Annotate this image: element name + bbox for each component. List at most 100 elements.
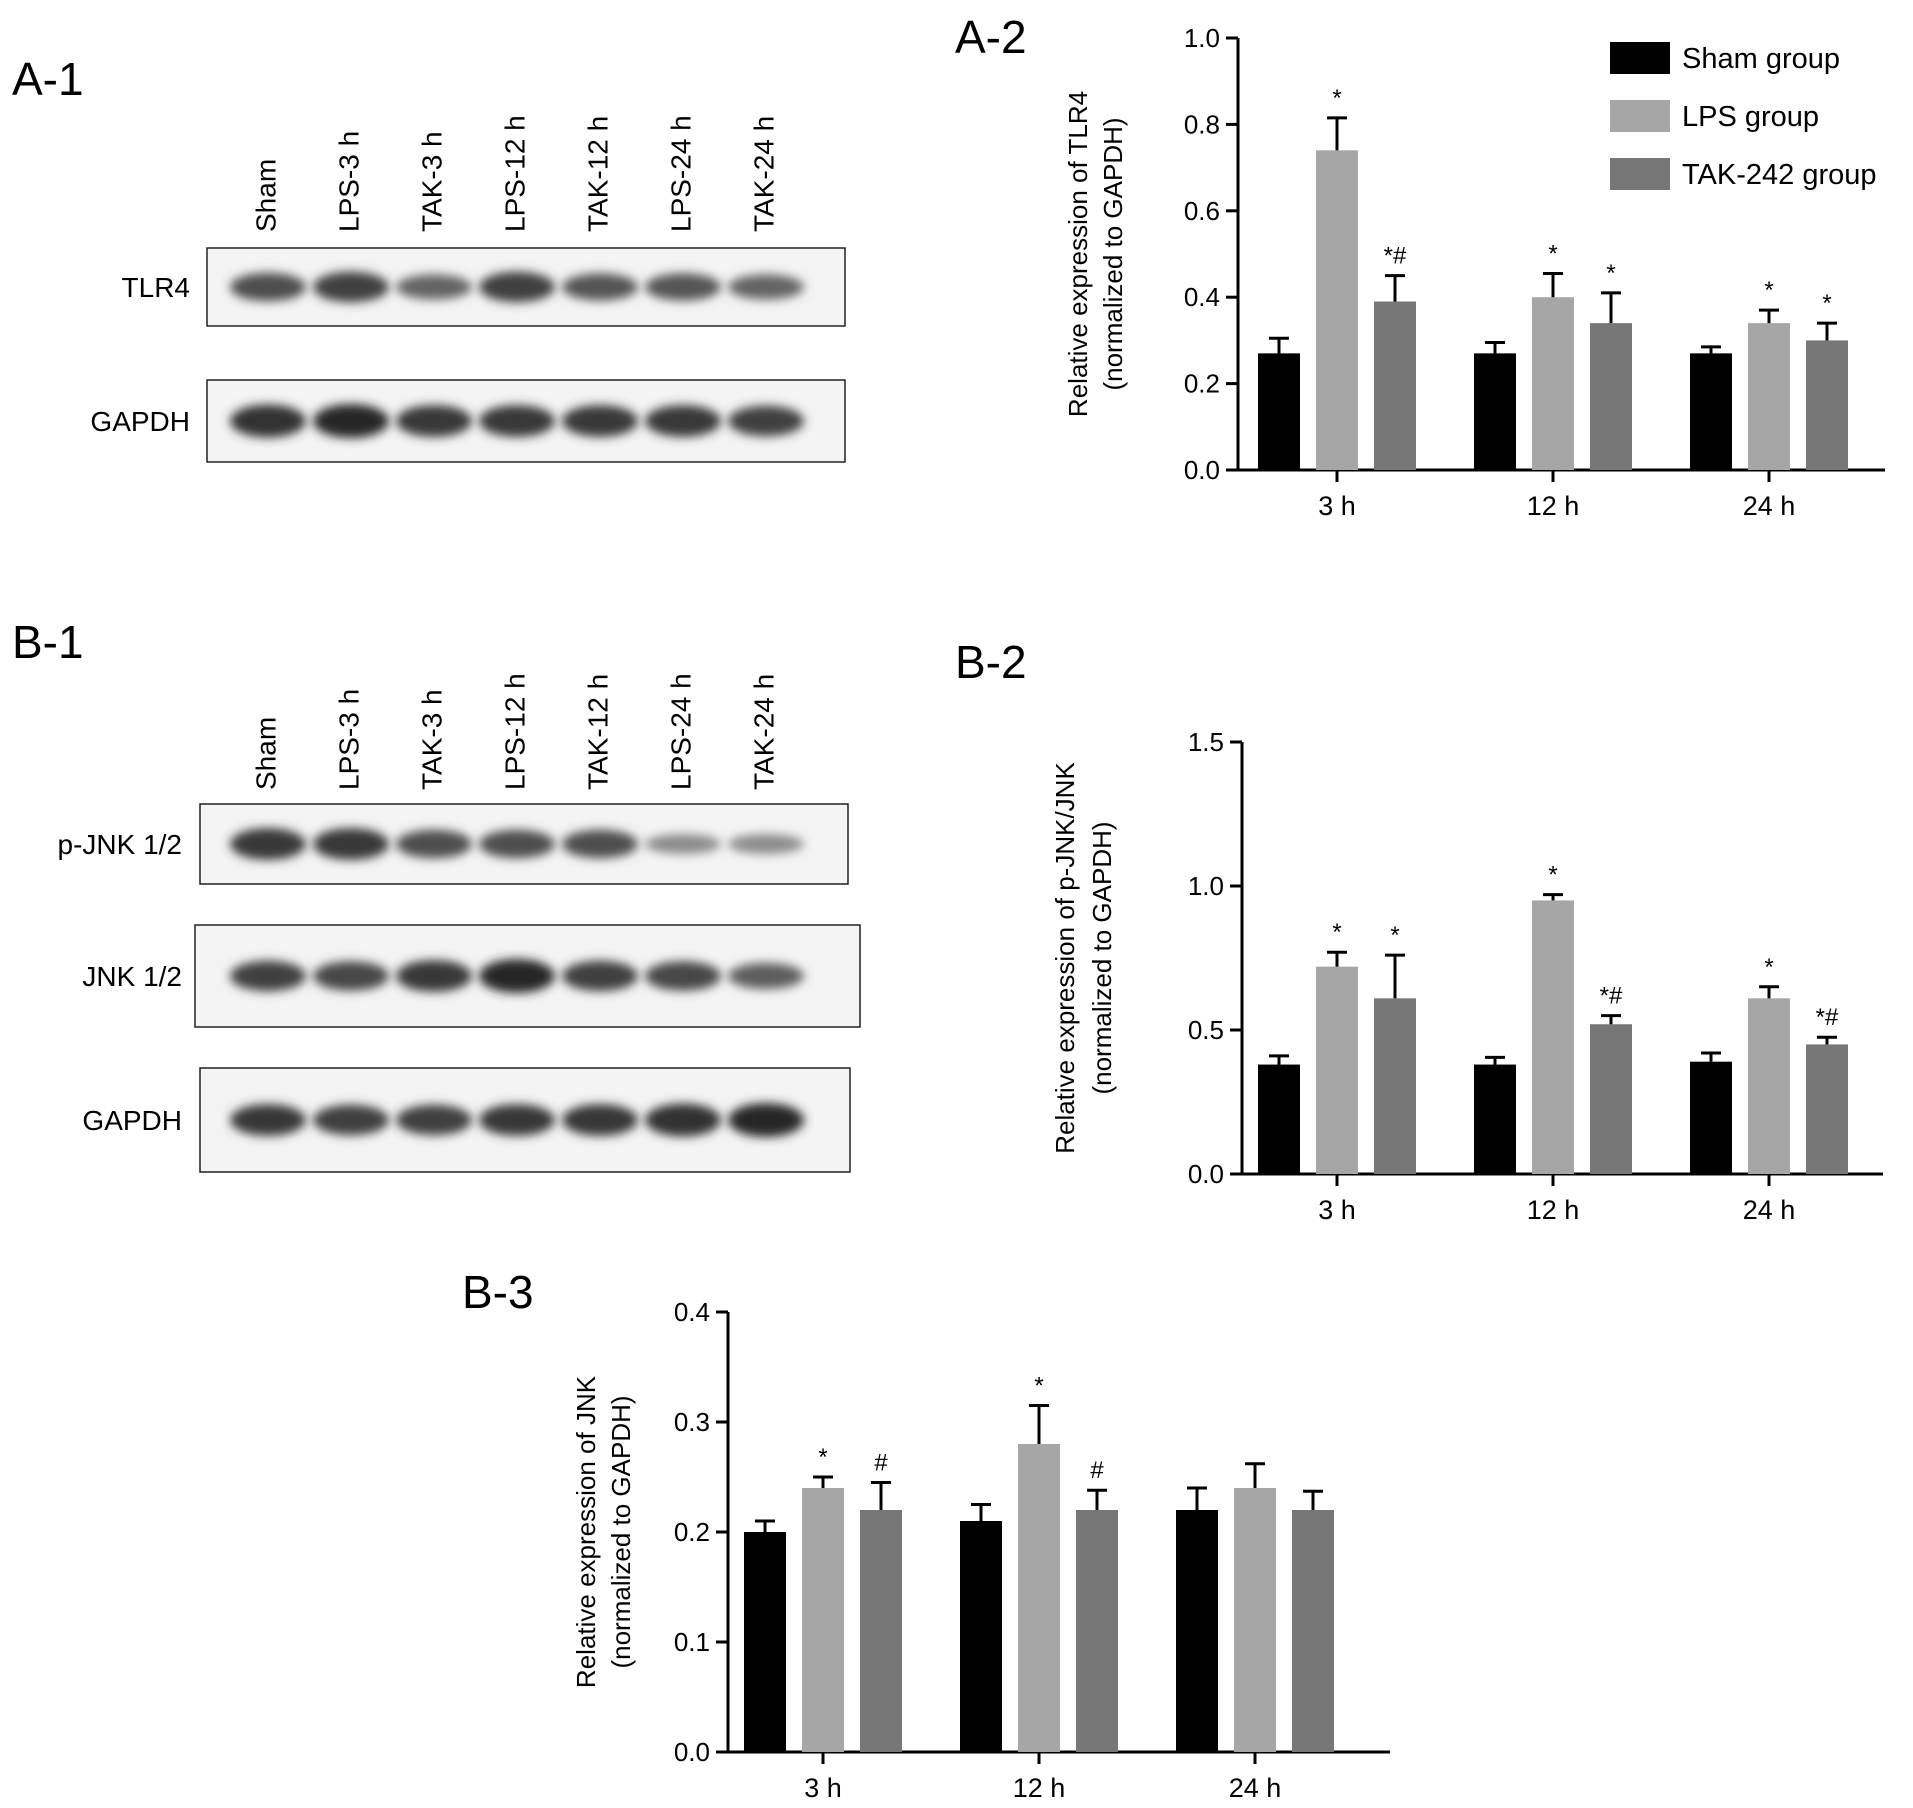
y-tick-label: 0.6 bbox=[1184, 196, 1220, 226]
y-axis-label: Relative expression of TLR4 bbox=[1063, 91, 1093, 417]
legend-label: LPS group bbox=[1682, 101, 1819, 133]
y-axis-label: Relative expression of p-JNK/JNK bbox=[1050, 762, 1080, 1154]
bar bbox=[1234, 1488, 1276, 1752]
lane-label: LPS-12 h bbox=[499, 673, 530, 790]
blot-band bbox=[562, 960, 638, 992]
significance-mark: * bbox=[1822, 290, 1831, 317]
lane-label: Sham bbox=[250, 717, 281, 790]
bar bbox=[1258, 353, 1300, 470]
significance-mark: *# bbox=[1816, 1004, 1839, 1031]
blot-band bbox=[728, 962, 804, 990]
y-axis-label: (normalized to GAPDH) bbox=[1098, 117, 1128, 390]
legend-swatch bbox=[1610, 158, 1670, 190]
lane-label: TAK-24 h bbox=[748, 116, 779, 232]
bar bbox=[1474, 353, 1516, 470]
blot-band bbox=[728, 274, 804, 300]
blot-band bbox=[313, 271, 389, 303]
bar bbox=[1806, 340, 1848, 470]
blot-row-label: p-JNK 1/2 bbox=[58, 829, 183, 860]
blot-band bbox=[396, 274, 472, 300]
bar bbox=[1374, 301, 1416, 470]
western-blot-a: Sham LPS-3 h TAK-3 h LPS-12 h TAK-12 h LPS-24… bbox=[90, 115, 846, 463]
blot-band bbox=[230, 272, 306, 302]
blot-band bbox=[728, 834, 804, 854]
lane-label: LPS-3 h bbox=[333, 131, 364, 232]
y-tick-label: 1.5 bbox=[1188, 727, 1224, 757]
significance-mark: * bbox=[1390, 922, 1399, 949]
blot-band bbox=[396, 829, 472, 859]
blot-band bbox=[479, 405, 555, 437]
legend-swatch bbox=[1610, 100, 1670, 132]
y-tick-label: 0.2 bbox=[1184, 369, 1220, 399]
lane-label: TAK-3 h bbox=[416, 131, 447, 232]
y-axis-label: Relative expression of JNK bbox=[571, 1375, 601, 1688]
y-axis-label: (normalized to GAPDH) bbox=[606, 1395, 636, 1668]
lane-label: LPS-24 h bbox=[665, 673, 696, 790]
blot-band bbox=[313, 1104, 389, 1136]
bar bbox=[960, 1521, 1002, 1752]
bar bbox=[1690, 353, 1732, 470]
x-tick-label: 12 h bbox=[1013, 1773, 1066, 1803]
x-tick-label: 24 h bbox=[1229, 1773, 1282, 1803]
panel-label-b3: B-3 bbox=[462, 1266, 534, 1318]
lane-label: TAK-24 h bbox=[748, 674, 779, 790]
lane-label: TAK-12 h bbox=[582, 116, 613, 232]
blot-row-label: GAPDH bbox=[82, 1105, 182, 1136]
significance-mark: * bbox=[1034, 1373, 1043, 1400]
x-tick-label: 24 h bbox=[1743, 491, 1796, 521]
bar bbox=[1316, 150, 1358, 470]
bar bbox=[1806, 1044, 1848, 1174]
y-axis-label: (normalized to GAPDH) bbox=[1087, 821, 1117, 1094]
blot-band bbox=[396, 1104, 472, 1136]
bar bbox=[1176, 1510, 1218, 1752]
x-tick-label: 3 h bbox=[1318, 1195, 1356, 1220]
bar bbox=[1474, 1064, 1516, 1174]
y-tick-label: 0.1 bbox=[674, 1627, 710, 1657]
blot-band bbox=[645, 834, 721, 854]
blot-band bbox=[230, 1104, 306, 1136]
bar bbox=[1292, 1510, 1334, 1752]
blot-band bbox=[645, 405, 721, 437]
y-tick-label: 0.5 bbox=[1188, 1015, 1224, 1045]
bar-chart-b3: 0.0 0.1 0.2 0.3 0.4 Relative expression of JN… bbox=[571, 1297, 1390, 1803]
y-tick-label: 0.0 bbox=[1188, 1159, 1224, 1189]
y-tick-label: 0.8 bbox=[1184, 109, 1220, 139]
significance-mark: *# bbox=[1384, 243, 1407, 270]
blot-band bbox=[728, 405, 804, 437]
blot-band bbox=[479, 271, 555, 303]
blot-band bbox=[230, 828, 306, 860]
bar bbox=[1690, 1061, 1732, 1174]
bar bbox=[1018, 1444, 1060, 1752]
significance-mark: # bbox=[874, 1450, 888, 1477]
panel-label-b1: B-1 bbox=[12, 616, 84, 668]
legend-swatch bbox=[1610, 42, 1670, 74]
y-tick-label: 1.0 bbox=[1188, 871, 1224, 901]
bar-chart-a2: 0.0 0.2 0.4 0.6 0.8 1.0 Relative expression of… bbox=[1063, 23, 1885, 521]
blot-band bbox=[230, 404, 306, 438]
bar bbox=[1374, 998, 1416, 1174]
bar bbox=[1258, 1064, 1300, 1174]
blot-band bbox=[396, 960, 472, 992]
blot-band bbox=[562, 1104, 638, 1136]
blot-band bbox=[313, 828, 389, 860]
significance-mark: * bbox=[1606, 260, 1615, 287]
bar bbox=[860, 1510, 902, 1752]
blot-band bbox=[728, 1103, 804, 1137]
significance-mark: * bbox=[1332, 919, 1341, 946]
bar bbox=[1076, 1510, 1118, 1752]
legend-label: Sham group bbox=[1682, 43, 1840, 75]
y-tick-label: 0.0 bbox=[674, 1737, 710, 1767]
significance-mark: * bbox=[1764, 954, 1773, 981]
panel-label-a2: A-2 bbox=[955, 11, 1027, 63]
blot-band bbox=[562, 273, 638, 301]
blot-band bbox=[479, 829, 555, 859]
bar bbox=[1590, 323, 1632, 470]
y-tick-label: 0.3 bbox=[674, 1407, 710, 1437]
blot-band bbox=[645, 273, 721, 301]
x-tick-label: 3 h bbox=[804, 1773, 842, 1803]
bar bbox=[744, 1532, 786, 1752]
lane-label: Sham bbox=[250, 159, 281, 232]
panel-label-a1: A-1 bbox=[12, 53, 84, 105]
y-tick-label: 0.0 bbox=[1184, 455, 1220, 485]
bar bbox=[1316, 966, 1358, 1174]
